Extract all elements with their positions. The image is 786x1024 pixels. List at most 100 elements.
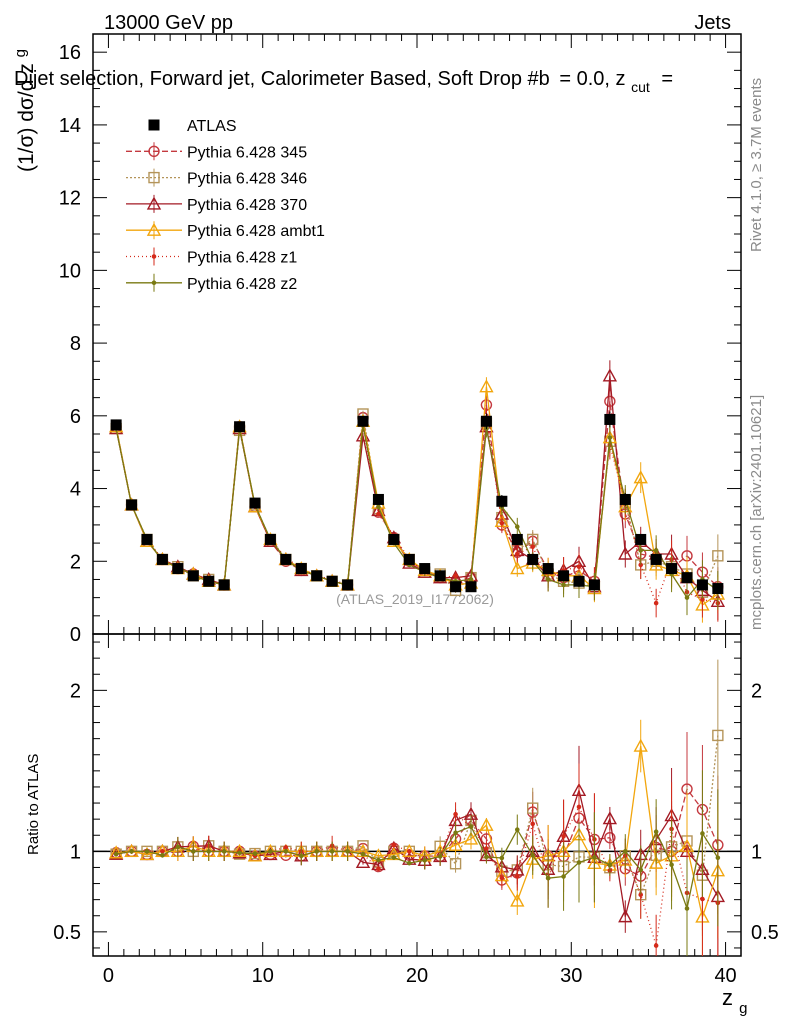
data-point-main [602,368,618,382]
series-main [108,377,726,623]
atlas-data-point [264,533,276,545]
data-point-ratio [232,843,247,858]
legend-label: Pythia 6.428 z2 [187,276,297,293]
legend-marker [151,280,157,286]
data-point-ratio [448,837,463,851]
data-point-ratio [422,857,428,863]
series-main [113,408,721,622]
atlas-data-point [249,497,261,509]
data-point-main [638,548,644,553]
data-point-ratio [247,848,263,862]
atlas-data-point [480,415,492,427]
plot-title-end: = [661,68,673,90]
data-point-ratio [479,817,494,831]
data-point-ratio [715,855,721,861]
data-point-ratio [139,846,155,861]
y-tick-label-main: 10 [59,260,81,282]
data-point-main [545,577,551,582]
atlas-data-point [172,563,184,575]
atlas-data-point [650,553,662,565]
legend-marker [148,145,160,158]
data-point-ratio [355,854,371,869]
rivet-label: Rivet 4.1.0, ≥ 3.7M events [748,78,765,252]
data-point-ratio [453,811,458,817]
atlas-data-point [558,570,570,582]
atlas-data-point [372,493,384,505]
data-point-ratio [602,811,618,825]
data-point-main [561,582,566,588]
atlas-data-point [619,493,631,505]
data-point-main [468,577,474,582]
data-point-ratio [499,875,505,881]
atlas-data-point [218,579,230,591]
y-tick-label-main: 0 [70,624,81,646]
atlas-data-point [604,413,616,425]
atlas-data-point [357,415,369,427]
series-line-main [115,417,719,605]
data-point-ratio [576,804,582,810]
atlas-data-point [203,575,215,587]
data-point-ratio [237,850,242,856]
data-point-ratio [175,844,181,850]
legend-marker [151,254,157,259]
data-point-main [514,551,520,557]
data-point-ratio [437,854,443,859]
ratio-plot-area [93,659,741,956]
mcplots-label: mcplots.cern.ch [arXiv:2401.10621] [748,395,765,630]
y-axis-title-main: (1/σ) dσ/d z g [12,49,38,172]
series-line-ratio [116,787,719,917]
legend-marker [148,171,160,184]
data-point-ratio [252,851,258,856]
atlas-data [110,411,724,595]
analysis-watermark: (ATLAS_2019_I1772062) [336,591,494,607]
data-point-ratio [604,832,616,844]
atlas-data-point [403,553,415,565]
series-main [110,408,724,611]
atlas-data-point [450,581,462,593]
x-tick-label: 10 [252,965,274,987]
y-tick-label-main: 12 [59,188,81,210]
atlas-data-point [496,495,508,507]
data-point-ratio [712,729,724,742]
data-point-main [376,504,381,510]
x-tick-label: 40 [714,965,736,987]
y-tick-label-ratio-right: 0.5 [751,922,779,944]
y-tick-label-ratio-right: 1 [751,841,762,863]
legend-label: Pythia 6.428 z1 [187,250,297,267]
x-tick-label: 30 [560,965,582,987]
data-point-main [376,511,381,517]
data-point-ratio [530,821,536,827]
data-point-main [633,470,648,484]
legend-label: Pythia 6.428 370 [187,197,307,214]
data-point-ratio [283,849,289,854]
data-point-main [604,395,616,407]
data-point-ratio [653,829,659,835]
data-point-main [653,600,659,606]
series-ratio [108,719,726,956]
legend-marker [146,196,162,210]
main-plot-area [108,360,726,623]
legend-label: Pythia 6.428 345 [187,144,307,161]
data-point-ratio [160,849,165,854]
legend-label: Pythia 6.428 ambt1 [187,223,325,240]
atlas-data-point [110,419,122,431]
legend-label: Pythia 6.428 346 [187,171,307,188]
y-axis-title-ratio: Ratio to ATLAS [25,754,42,855]
energy-label: 13000 GeV pp [104,12,233,34]
data-point-ratio [298,853,304,859]
atlas-data-point [388,533,400,545]
atlas-data-point [588,579,600,591]
x-tick-label: 20 [406,965,428,987]
data-point-ratio [376,857,381,863]
data-point-ratio [669,862,674,868]
atlas-data-point [187,570,199,582]
data-point-main [607,435,613,440]
data-point-main [479,379,494,393]
x-axis-title-text: z [722,985,733,1010]
series-line-main [115,424,719,599]
data-point-ratio [113,851,119,857]
legend: ATLAS Pythia 6.428 345 Pythia 6.428 346 Pyt… [126,118,325,293]
atlas-data-point [141,533,153,545]
data-point-main [499,520,505,526]
